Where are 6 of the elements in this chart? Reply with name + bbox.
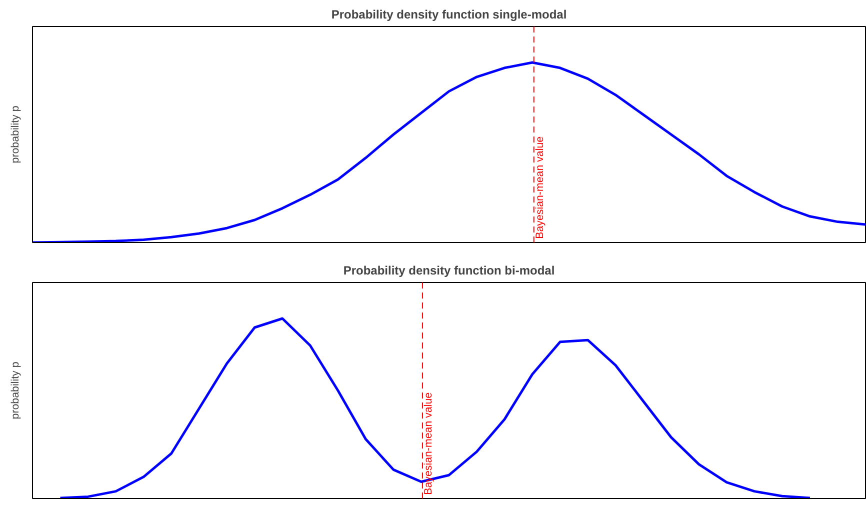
y-axis-title: probability p bbox=[10, 106, 22, 164]
annotation: Bayesian-mean value bbox=[534, 136, 546, 239]
chart-title: Probability density function single-modal bbox=[331, 8, 567, 22]
annotation: Bayesian-mean value bbox=[422, 392, 434, 495]
chart-title: Probability density function bi-modal bbox=[343, 264, 555, 278]
y-axis-title: probability p bbox=[10, 362, 22, 420]
